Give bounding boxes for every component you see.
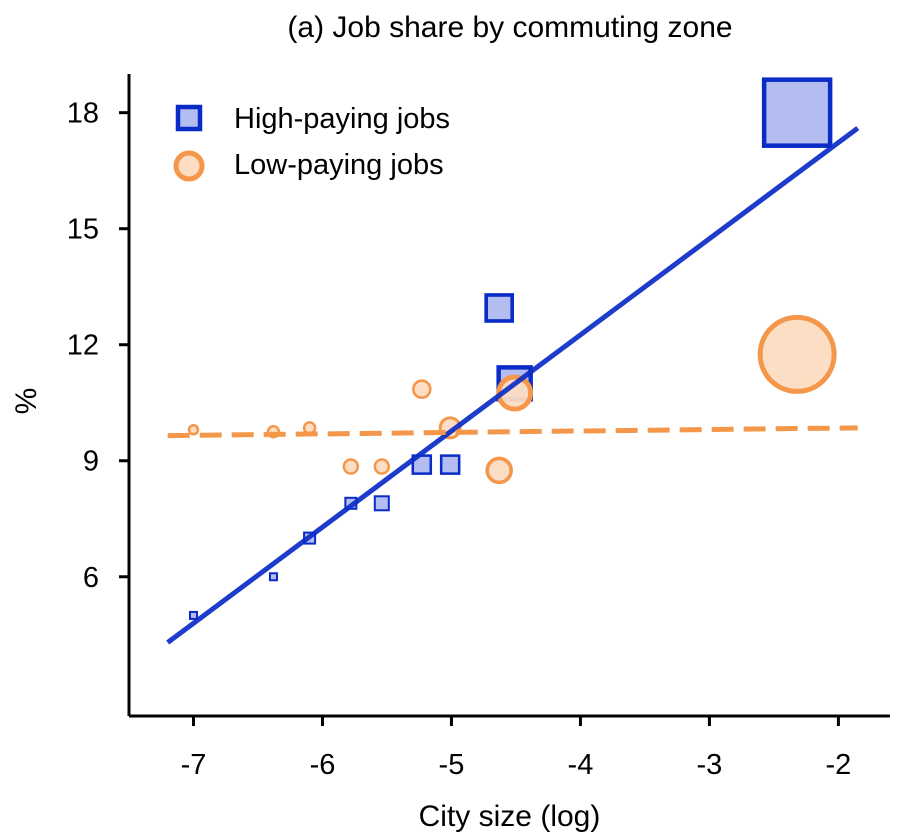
plot-area <box>166 77 860 645</box>
legend-circle-marker <box>173 150 205 182</box>
y-tick-label: 6 <box>83 562 99 594</box>
y-tick-label: 18 <box>67 98 99 130</box>
low-paying-point <box>373 458 391 475</box>
x-axis-label: City size (log) <box>419 800 601 833</box>
high-paying-point <box>484 293 515 323</box>
low-paying-fit-line <box>167 425 858 439</box>
y-axis-label: % <box>10 388 43 415</box>
x-tick-label: -2 <box>826 749 852 781</box>
axis-ticks: -7 -6 -5 -4 -3 -2 6 9 12 15 18 <box>67 98 852 781</box>
legend-label: Low-paying jobs <box>234 149 444 181</box>
high-paying-point <box>373 495 390 512</box>
legend-square-marker <box>175 104 203 132</box>
low-paying-point <box>757 314 837 394</box>
legend: High-paying jobs Low-paying jobs <box>173 103 450 182</box>
x-tick-label: -7 <box>181 749 207 781</box>
low-paying-point <box>412 379 432 399</box>
low-paying-points <box>187 314 837 485</box>
high-paying-point <box>188 610 198 620</box>
low-paying-point <box>342 458 360 475</box>
low-paying-point <box>485 456 513 485</box>
legend-label: High-paying jobs <box>234 103 450 135</box>
y-tick-label: 15 <box>67 214 99 246</box>
low-paying-point <box>187 424 200 436</box>
x-tick-label: -6 <box>310 749 336 781</box>
high-paying-point <box>268 572 278 582</box>
high-paying-fit-line <box>166 126 860 645</box>
x-tick-label: -4 <box>568 749 594 781</box>
high-paying-point <box>439 454 461 475</box>
x-tick-label: -3 <box>697 749 723 781</box>
high-paying-point <box>761 77 833 148</box>
chart-title: (a) Job share by commuting zone <box>287 11 732 44</box>
y-tick-label: 12 <box>67 330 99 362</box>
x-tick-label: -5 <box>439 749 465 781</box>
y-tick-label: 9 <box>83 446 99 478</box>
